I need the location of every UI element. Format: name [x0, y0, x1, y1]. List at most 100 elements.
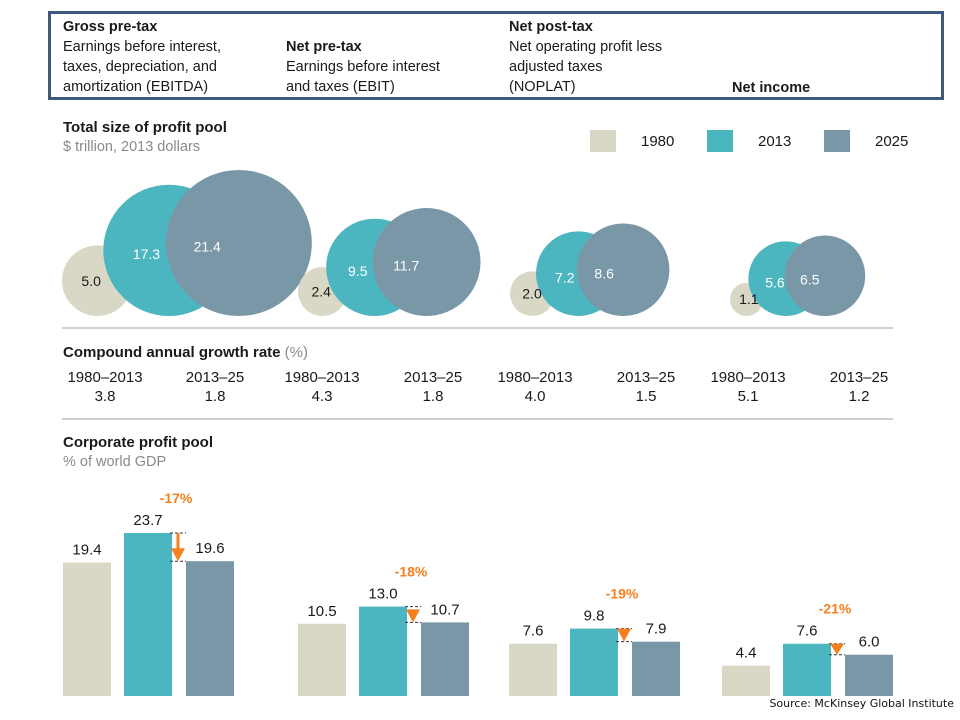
decline-arrow-icon [171, 548, 185, 562]
header-title: Gross pre-tax [63, 19, 158, 35]
bar-2013 [359, 606, 407, 696]
cagr-value: 1.2 [848, 388, 870, 405]
bar-group: 19.4 23.7 19.6 -17% [63, 490, 234, 696]
bubble-group: 5.0 17.3 21.4 [62, 170, 312, 316]
cagr-value: 4.0 [524, 388, 546, 405]
decline-annotation: -21% [819, 601, 852, 617]
bar-2025 [632, 641, 680, 696]
legend-item-2025: 2025 [824, 130, 908, 152]
legend-swatch [707, 130, 733, 152]
header-desc: (NOPLAT) [509, 79, 576, 95]
header-title: Net pre-tax [286, 39, 362, 55]
bar-1980 [298, 623, 346, 696]
cagr-title-text: Compound annual growth rate [63, 344, 281, 361]
bubble-label: 6.5 [800, 271, 820, 287]
bar-2013 [124, 533, 172, 696]
bubble-label: 11.7 [393, 258, 419, 274]
cagr-period: 1980–2013 [284, 369, 360, 386]
bar-2025 [845, 654, 893, 696]
legend-label: 2025 [875, 132, 909, 150]
profit-pool-subtitle: $ trillion, 2013 dollars [63, 139, 201, 155]
bar-2025 [421, 622, 469, 696]
cagr-item: 2013–25 1.5 [591, 368, 701, 406]
bar-value-label: 7.6 [797, 623, 818, 640]
decline-arrow-icon [406, 609, 420, 623]
decline-annotation: -18% [395, 564, 428, 580]
cagr-item: 1980–2013 4.3 [267, 368, 377, 406]
bar-value-label: 23.7 [133, 512, 162, 529]
bar-value-label: 13.0 [368, 586, 397, 603]
bubble-group: 2.4 9.5 11.7 [298, 208, 481, 316]
bubble-label: 9.5 [348, 263, 368, 279]
bar-value-label: 10.5 [307, 603, 336, 620]
header-desc: Earnings before interest [286, 59, 440, 75]
bar-group: 4.4 7.6 6.0 -21% [722, 601, 893, 696]
bubble-label: 2.0 [522, 286, 542, 302]
header-desc: Earnings before interest, [63, 39, 221, 55]
legend-item-1980: 1980 [590, 130, 674, 152]
bar-group: 7.6 9.8 7.9 -19% [509, 586, 680, 696]
bubble-label: 7.2 [555, 269, 575, 285]
profit-pool-bubble-chart: 5.0 17.3 21.4 2.4 9.5 11.7 2.0 7.2 8.6 1.1 5.6 6.5 [62, 170, 866, 317]
bar-1980 [722, 665, 770, 696]
bar-2013 [783, 643, 831, 696]
bar-group: 10.5 13.0 10.7 -18% [298, 564, 469, 696]
legend-label: 2013 [758, 132, 792, 150]
legend-label: 1980 [641, 132, 675, 150]
header-col-net-posttax: Net post-tax Net operating profit less a… [509, 17, 662, 97]
cagr-period: 2013–25 [403, 369, 463, 386]
bubble-label: 21.4 [194, 239, 221, 255]
bubble-2025 [784, 235, 866, 316]
cagr-period: 2013–25 [829, 369, 889, 386]
cagr-value: 5.1 [737, 388, 759, 405]
bubble-label: 8.6 [594, 265, 614, 281]
legend-swatch [824, 130, 850, 152]
bubble-label: 5.6 [765, 274, 785, 290]
legend-item-2013: 2013 [707, 130, 791, 152]
decline-arrow-icon [617, 628, 631, 642]
bubble-2025 [372, 208, 481, 316]
cagr-item: 2013–25 1.8 [160, 368, 270, 406]
bar-value-label: 19.4 [72, 542, 101, 559]
cagr-period: 2013–25 [185, 369, 245, 386]
profit-pool-title: Total size of profit pool [63, 119, 227, 136]
cagr-value: 1.8 [204, 388, 226, 405]
cagr-title: Compound annual growth rate (%) [63, 344, 308, 361]
divider [62, 418, 893, 420]
gdp-pool-subtitle: % of world GDP [63, 454, 167, 470]
bubble-label: 5.0 [81, 273, 101, 289]
cagr-period: 1980–2013 [710, 369, 786, 386]
cagr-value: 1.8 [422, 388, 444, 405]
bar-value-label: 6.0 [859, 634, 880, 651]
header-col-net-income: Net income [732, 78, 810, 98]
cagr-item: 2013–25 1.8 [378, 368, 488, 406]
bar-value-label: 10.7 [430, 601, 459, 618]
bar-1980 [63, 562, 111, 696]
cagr-value: 4.3 [311, 388, 333, 405]
bar-value-label: 9.8 [584, 608, 605, 625]
gdp-pool-title: Corporate profit pool [63, 434, 213, 451]
bubble-2025 [165, 170, 312, 316]
header-title: Net post-tax [509, 19, 593, 35]
source-note: Source: McKinsey Global Institute [769, 697, 954, 710]
bubble-2025 [576, 223, 670, 316]
cagr-item: 1980–2013 4.0 [480, 368, 590, 406]
header-desc: adjusted taxes [509, 59, 603, 75]
bar-2013 [570, 628, 618, 696]
decline-annotation: -17% [160, 490, 193, 506]
bar-value-label: 7.6 [523, 623, 544, 640]
cagr-item: 1980–2013 5.1 [693, 368, 803, 406]
cagr-item: 1980–2013 3.8 [50, 368, 160, 406]
cagr-value: 1.5 [635, 388, 657, 405]
metric-definitions-box [48, 11, 944, 100]
bar-value-label: 4.4 [736, 645, 757, 662]
cagr-value: 3.8 [94, 388, 116, 405]
header-desc: amortization (EBITDA) [63, 79, 209, 95]
cagr-period: 2013–25 [616, 369, 676, 386]
legend-swatch [590, 130, 616, 152]
bubble-group: 2.0 7.2 8.6 [510, 223, 670, 317]
header-col-net-pretax: Net pre-tax Earnings before interest and… [286, 37, 440, 97]
header-desc: Net operating profit less [509, 39, 663, 55]
bubble-group: 1.1 5.6 6.5 [730, 235, 866, 316]
